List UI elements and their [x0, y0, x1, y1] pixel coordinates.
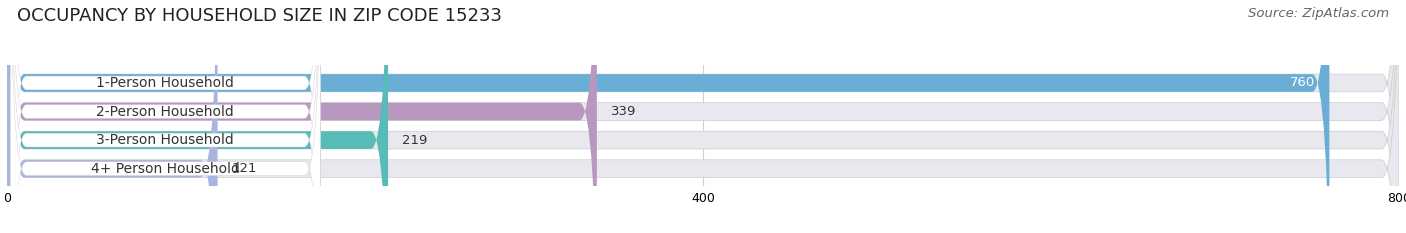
Text: 121: 121 — [232, 162, 257, 175]
Text: 1-Person Household: 1-Person Household — [97, 76, 235, 90]
Text: 219: 219 — [402, 134, 427, 147]
FancyBboxPatch shape — [10, 0, 321, 233]
Text: 4+ Person Household: 4+ Person Household — [91, 162, 240, 176]
FancyBboxPatch shape — [7, 0, 218, 233]
FancyBboxPatch shape — [7, 0, 1330, 233]
Text: 760: 760 — [1291, 76, 1316, 89]
FancyBboxPatch shape — [10, 0, 321, 233]
FancyBboxPatch shape — [7, 0, 1399, 233]
FancyBboxPatch shape — [7, 0, 1399, 233]
Text: 2-Person Household: 2-Person Household — [97, 105, 235, 119]
FancyBboxPatch shape — [7, 0, 1399, 233]
FancyBboxPatch shape — [10, 0, 321, 233]
Text: Source: ZipAtlas.com: Source: ZipAtlas.com — [1249, 7, 1389, 20]
FancyBboxPatch shape — [7, 0, 1399, 233]
FancyBboxPatch shape — [7, 0, 388, 233]
Text: 339: 339 — [610, 105, 636, 118]
Text: 3-Person Household: 3-Person Household — [97, 133, 235, 147]
FancyBboxPatch shape — [7, 0, 598, 233]
Text: OCCUPANCY BY HOUSEHOLD SIZE IN ZIP CODE 15233: OCCUPANCY BY HOUSEHOLD SIZE IN ZIP CODE … — [17, 7, 502, 25]
FancyBboxPatch shape — [10, 0, 321, 233]
